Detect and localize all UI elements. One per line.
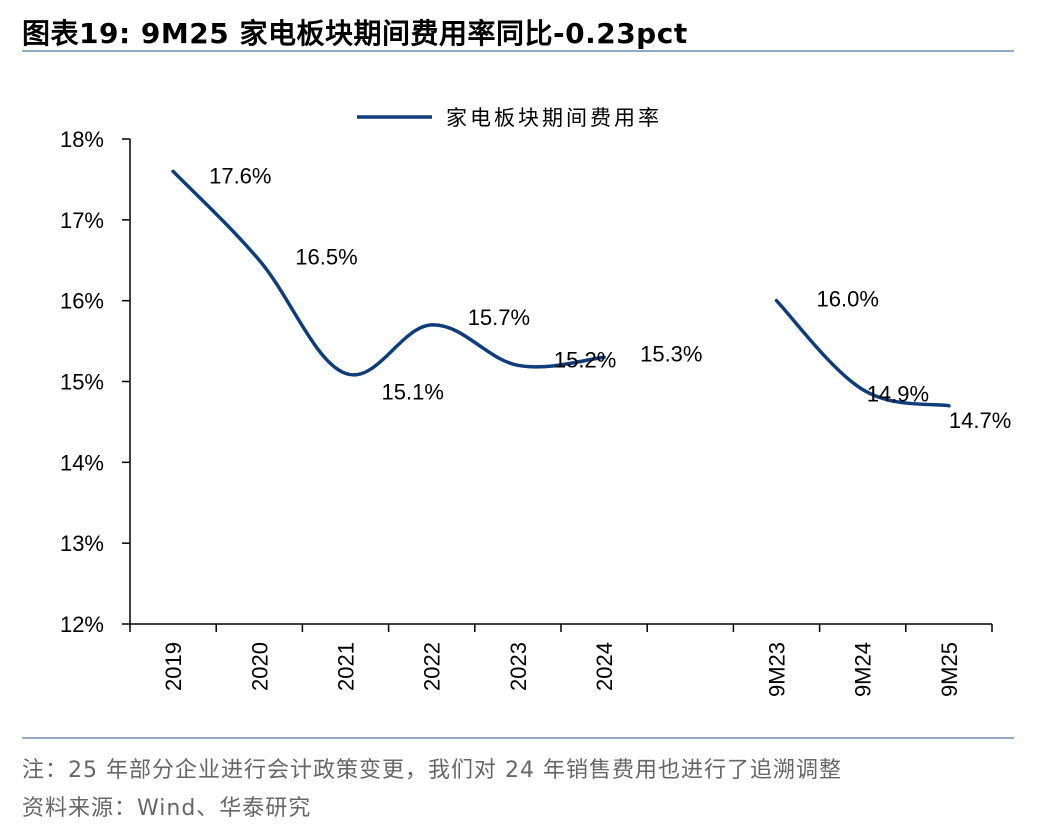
x-tick-label: 9M23 — [765, 642, 790, 697]
x-tick-label: 2022 — [420, 642, 445, 691]
data-label: 14.7% — [949, 408, 1011, 433]
data-label: 16.0% — [817, 287, 879, 312]
y-tick-label: 14% — [60, 450, 104, 475]
y-tick-label: 16% — [60, 289, 104, 314]
x-tick-label: 9M24 — [851, 642, 876, 697]
y-tick-label: 15% — [60, 370, 104, 395]
source-note: 资料来源：Wind、华泰研究 — [22, 796, 312, 821]
y-tick-label: 13% — [60, 531, 104, 556]
footer-divider — [22, 737, 1014, 739]
data-label: 17.6% — [209, 163, 271, 188]
data-label: 14.9% — [867, 382, 929, 407]
figure-title: 图表19: 9M25 家电板块期间费用率同比-0.23pct — [22, 17, 688, 50]
data-label: 15.3% — [640, 341, 702, 366]
title-divider — [22, 50, 1014, 52]
line-chart: 12% 13% 14% 15% 16% 17% 18% 2019 2020 2021 2022 202… — [60, 106, 1011, 697]
series-line — [171, 169, 606, 377]
x-tick-label: 2019 — [161, 642, 186, 691]
y-tick-label: 17% — [60, 208, 104, 233]
legend-label: 家电板块期间费用率 — [446, 106, 662, 130]
y-tick-label: 12% — [60, 612, 104, 637]
data-label: 15.2% — [554, 347, 616, 372]
x-tick-label: 2020 — [247, 642, 272, 691]
series-line — [774, 298, 951, 408]
data-label: 15.7% — [468, 305, 530, 330]
footnote: 注：25 年部分企业进行会计政策变更，我们对 24 年销售费用也进行了追溯调整 — [22, 758, 842, 783]
x-tick-label: 2024 — [592, 642, 617, 691]
x-tick-label: 2021 — [334, 642, 359, 691]
y-tick-label: 18% — [60, 127, 104, 152]
data-label: 15.1% — [382, 379, 444, 404]
x-tick-label: 9M25 — [937, 642, 962, 697]
data-label: 16.5% — [295, 244, 357, 269]
x-tick-label: 2023 — [506, 642, 531, 691]
